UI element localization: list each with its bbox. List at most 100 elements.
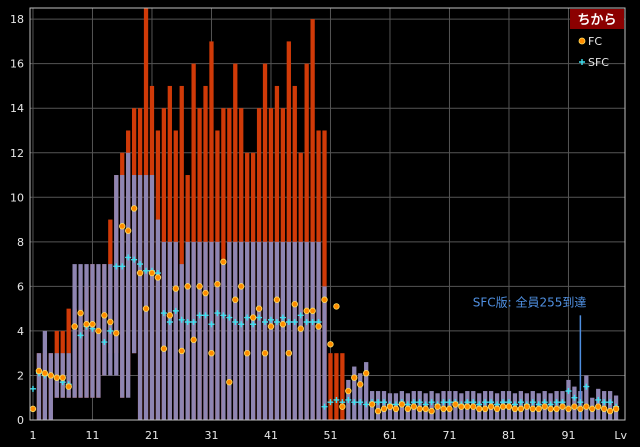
fc-data-point [476,405,483,413]
sfc-range-bar [256,241,262,420]
fc-data-point [220,258,227,266]
fc-data-point [404,405,412,413]
fc-data-point [595,403,602,410]
fc-data-point [416,405,423,413]
sfc-range-bar [203,241,208,420]
fc-data-point [458,403,465,410]
fc-data-point [273,296,281,303]
sfc-data-point [107,327,114,334]
sfc-data-point [29,385,36,392]
fc-data-point [53,374,60,381]
fc-range-bar [322,130,327,420]
fc-data-point [600,405,608,413]
sfc-data-point [601,399,608,406]
fc-data-point [541,403,548,410]
fc-data-point [184,283,191,290]
legend-fc-label: FC [588,35,602,48]
fc-data-point [285,349,293,357]
fc-data-point [261,349,269,357]
sfc-data-point [333,396,340,403]
fc-data-point [571,403,578,410]
sfc-data-point [166,319,173,326]
sfc-range-bar [233,241,238,420]
fc-range-bar [334,353,339,420]
fc-data-point [142,305,150,312]
fc-data-point [154,274,162,281]
fc-data-point [309,307,316,315]
sfc-range-bar [245,241,250,420]
sfc-data-point [327,399,334,406]
fc-data-point [297,325,304,332]
sfc-range-bar [36,353,42,420]
y-tick-label: 6 [17,280,24,293]
sfc-data-point [482,399,489,406]
x-tick-label: 71 [442,429,456,442]
sfc-data-point [238,321,245,328]
fc-data-point [89,321,96,328]
sfc-range-bar [114,175,119,376]
fc-data-point [535,405,542,413]
fc-data-point [148,269,156,277]
fc-data-point [130,205,138,212]
y-tick-label: 16 [10,58,24,71]
fc-data-point [327,341,334,348]
fc-data-point [71,323,78,330]
sfc-data-point [262,319,269,326]
x-tick-label: 81 [502,429,516,442]
fc-data-point [333,303,340,310]
sfc-range-bar [120,175,125,398]
y-axis-ticks: 0 2 4 6 8 10 12 14 16 18 [10,13,24,427]
x-axis-label: Lv [614,429,627,442]
x-tick-label: 61 [383,429,397,442]
sfc-range-bar [149,175,155,420]
fc-data-point [41,370,49,377]
sfc-range-bar [572,386,577,420]
fc-data-point [172,285,179,292]
fc-data-point [35,367,43,375]
data-markers [29,205,620,415]
sfc-data-point [309,319,316,326]
y-tick-label: 18 [10,13,24,26]
fc-data-point [511,405,519,413]
fc-data-point [119,223,126,230]
sfc-data-point [208,321,215,328]
sfc-range-bar [185,241,190,420]
sfc-data-point [345,396,352,403]
fc-data-point [452,401,459,408]
y-tick-label: 2 [17,369,24,382]
sfc-data-point [77,332,84,339]
fc-data-point [612,405,620,413]
fc-data-point [190,336,197,344]
sfc-range-bar [197,241,202,420]
fc-data-point [481,405,489,413]
sfc-data-point [357,399,364,406]
sfc-range-bar [566,379,571,420]
sfc-data-point [131,256,138,263]
fc-data-point [255,305,263,312]
sfc-data-point [232,319,239,326]
fc-data-point [464,403,471,410]
sfc-data-point [351,399,358,406]
sfc-data-point [143,267,150,274]
sfc-data-point [226,314,233,321]
sfc-range-bar [602,391,607,420]
sfc-data-point [125,254,132,261]
y-tick-label: 0 [17,414,24,427]
sfc-range-bar [262,241,268,420]
sfc-data-point [285,319,292,326]
fc-data-point [65,383,72,390]
fc-data-point [243,349,251,357]
fc-data-point [196,283,203,290]
fc-range-bar [340,353,345,420]
sfc-data-point [291,319,298,326]
fc-data-point [178,347,185,355]
sfc-range-bar [352,366,357,420]
sfc-range-bar [292,241,297,420]
sfc-range-bar [78,264,83,398]
sfc-range-bar [447,391,452,420]
sfc-data-point [321,403,328,410]
fc-data-point [232,296,239,303]
fc-data-point [410,403,417,410]
